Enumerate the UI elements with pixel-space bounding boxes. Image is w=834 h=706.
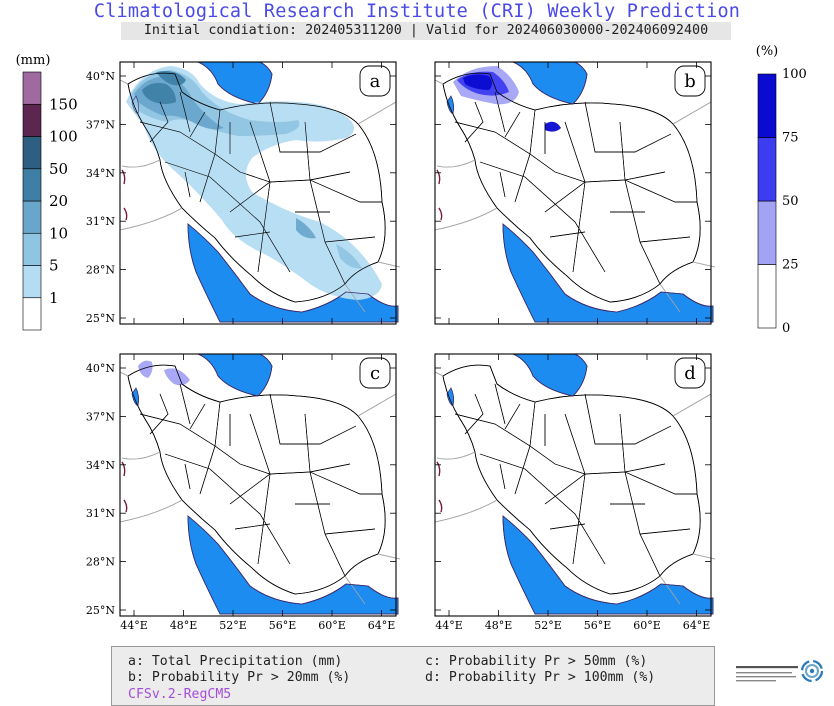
panel-frame xyxy=(119,353,397,617)
lat-label: 40°N xyxy=(86,70,115,83)
lat-label: 37°N xyxy=(86,118,115,131)
precip-color-swatch xyxy=(22,232,42,266)
lon-label: 64°E xyxy=(683,619,711,632)
precip-colorbar: (mm) 1 5 10 20 50 100 150 xyxy=(16,53,78,331)
precip-color-swatch xyxy=(22,265,42,299)
prob-tick-label: 75 xyxy=(782,131,799,146)
lon-label: 60°E xyxy=(318,619,346,632)
prob-tick-label: 50 xyxy=(782,194,799,209)
map-panel-a: a 40°N 37°N 34°N 31°N 28°N 25°N xyxy=(86,61,401,325)
prob-tick-label: 100 xyxy=(782,67,807,82)
probability-colorbar: (%) 0 25 50 75 100 xyxy=(756,44,807,336)
precip-tick-label: 20 xyxy=(49,192,68,210)
panel-label-b: b xyxy=(684,71,696,92)
precip-color-swatch xyxy=(22,71,42,105)
legend-line-b: b: Probability Pr > 20mm (%) xyxy=(128,670,351,685)
panel-frame xyxy=(434,61,712,325)
prob-tick-label: 0 xyxy=(782,321,790,336)
lon-label: 44°E xyxy=(435,619,463,632)
lon-label: 56°E xyxy=(584,619,612,632)
lat-label: 31°N xyxy=(86,215,115,228)
prob-color-swatch xyxy=(757,137,777,202)
precip-tick-label: 50 xyxy=(49,160,68,178)
map-panel-c: c 40°N 37°N 34°N 31°N 28°N 25°N 44°E 48°E 52°E 56°… xyxy=(86,353,401,632)
lat-label: 34°N xyxy=(86,167,115,180)
lat-label: 31°N xyxy=(86,507,115,520)
precip-color-swatch xyxy=(22,136,42,170)
lon-label: 48°E xyxy=(485,619,513,632)
lon-label: 64°E xyxy=(368,619,396,632)
panel-badge xyxy=(359,65,391,97)
prob-tick-label: 25 xyxy=(782,258,799,273)
figure-legend-box: a: Total Precipitation (mm) b: Probabili… xyxy=(111,646,715,706)
precip-tick-label: 1 xyxy=(49,289,59,307)
lat-label: 28°N xyxy=(86,264,115,277)
prob-color-swatch xyxy=(757,200,777,265)
legend-line-c: c: Probability Pr > 50mm (%) xyxy=(425,654,648,669)
prob-color-swatch xyxy=(757,73,777,138)
map-panel-b: b xyxy=(434,61,716,325)
lat-label: 40°N xyxy=(86,362,115,375)
prob-color-swatch xyxy=(757,264,777,329)
prob-unit-label: (%) xyxy=(756,44,779,59)
precip-color-swatch xyxy=(22,297,42,331)
lon-label: 52°E xyxy=(219,619,247,632)
legend-line-a: a: Total Precipitation (mm) xyxy=(128,654,343,669)
lon-label: 52°E xyxy=(534,619,562,632)
precip-unit-label: (mm) xyxy=(16,53,51,68)
lon-label: 60°E xyxy=(633,619,661,632)
panel-frame xyxy=(119,61,397,325)
lat-label: 37°N xyxy=(86,410,115,423)
model-name: CFSv.2-RegCM5 xyxy=(128,687,232,702)
panel-label-d: d xyxy=(684,363,696,384)
panel-badge xyxy=(674,65,706,97)
panel-label-c: c xyxy=(370,363,380,384)
precip-tick-label: 10 xyxy=(49,224,68,242)
map-panel-d: d 44°E 48°E 52°E 56°E 60°E 64°E xyxy=(434,353,716,632)
institute-logo xyxy=(736,659,824,683)
lon-label: 48°E xyxy=(170,619,198,632)
panel-label-a: a xyxy=(370,71,381,92)
precip-tick-label: 5 xyxy=(49,257,59,275)
lat-label: 25°N xyxy=(86,604,115,617)
panel-badge xyxy=(359,357,391,389)
figure-subtitle: Initial condiation: 202405311200 | Valid… xyxy=(121,22,731,40)
lat-label: 34°N xyxy=(86,459,115,472)
lon-label: 56°E xyxy=(269,619,297,632)
figure-title: Climatological Research Institute (CRI) … xyxy=(93,1,741,22)
panel-frame xyxy=(434,353,712,617)
precip-color-swatch xyxy=(22,168,42,202)
lat-label: 28°N xyxy=(86,556,115,569)
precip-tick-label: 100 xyxy=(49,128,78,146)
legend-line-d: d: Probability Pr > 100mm (%) xyxy=(425,670,656,685)
lat-label: 25°N xyxy=(86,312,115,325)
panel-badge xyxy=(674,357,706,389)
precip-color-swatch xyxy=(22,103,42,137)
precip-tick-label: 150 xyxy=(49,95,78,113)
precip-color-swatch xyxy=(22,200,42,234)
lon-label: 44°E xyxy=(120,619,148,632)
